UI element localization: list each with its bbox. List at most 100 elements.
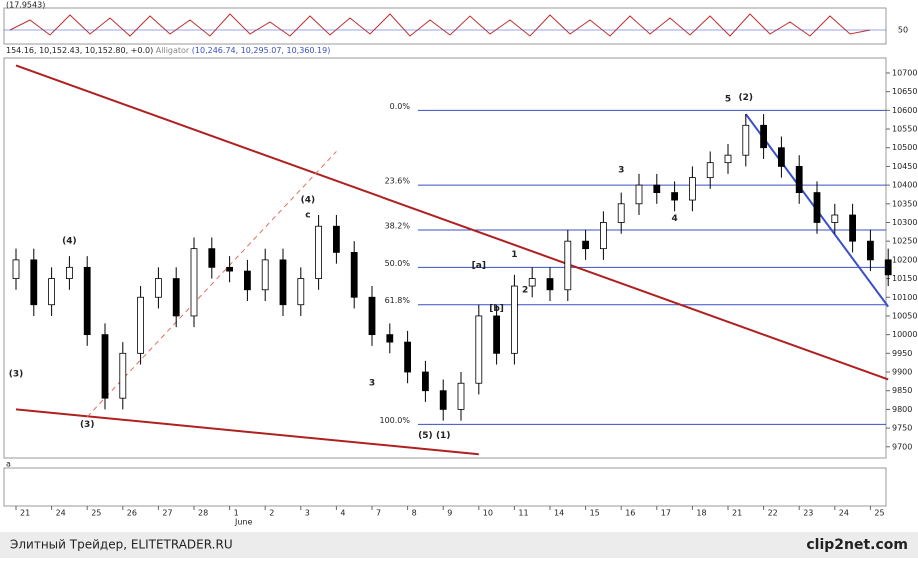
x-tick-label: 7: [376, 509, 381, 518]
wave-label: [a]: [472, 261, 486, 271]
candle-body: [332, 225, 340, 253]
candle-body: [48, 278, 55, 306]
candle-body: [760, 124, 767, 149]
y-tick-label: 10450: [892, 162, 917, 171]
wave-label: [b]: [489, 304, 504, 314]
y-tick-label: 10500: [892, 143, 917, 152]
candle-body: [671, 192, 678, 201]
osc-tick: 50: [898, 26, 908, 35]
candle-body: [421, 371, 429, 392]
x-tick-label: 15: [590, 509, 600, 518]
osc-line: [9, 13, 871, 37]
x-tick-label: 22: [768, 509, 778, 518]
x-tick-label: 18: [696, 509, 706, 518]
y-tick-label: 9850: [892, 386, 912, 395]
candle-body: [368, 296, 376, 336]
wave-label: 4: [671, 214, 677, 224]
x-tick-label: 16: [625, 509, 635, 518]
candle-body: [261, 259, 269, 291]
x-tick-label: 3: [305, 509, 310, 518]
wave-label: (1): [436, 431, 451, 441]
candle-body: [297, 278, 305, 306]
y-tick-label: 10350: [892, 199, 917, 208]
x-tick-label: 28: [198, 509, 208, 518]
x-tick-label: 25: [874, 509, 884, 518]
x-tick-label: 25: [91, 509, 101, 518]
y-tick-label: 10550: [892, 125, 917, 134]
wave-label: (4): [301, 196, 316, 206]
wave-label: (5): [418, 431, 433, 441]
wave-label: (3): [80, 420, 95, 430]
lower-panel: [3, 467, 887, 507]
candle-body: [226, 266, 234, 272]
fib-label: 100.0%: [379, 416, 410, 425]
candle-body: [813, 192, 821, 223]
candle-body: [66, 266, 73, 279]
wave-label: 1: [511, 250, 517, 260]
candle-body: [243, 270, 251, 291]
candle-body: [778, 147, 785, 167]
y-tick-label: 9800: [892, 405, 912, 414]
candle-body: [137, 296, 145, 354]
header: 154.16, 10,152.43, 10,152.80, +0.0) Alli…: [6, 46, 330, 55]
candle-body: [208, 248, 216, 268]
x-tick-label: 21: [732, 509, 742, 518]
osc-panel: [3, 7, 887, 45]
candle-body: [386, 334, 394, 343]
candle-body: [172, 278, 180, 317]
x-tick-label: 9: [447, 509, 452, 518]
x-tick-label: 23: [803, 509, 813, 518]
candle-body: [849, 214, 856, 242]
trendline: [15, 64, 889, 381]
x-tick-label: 17: [661, 509, 671, 518]
x-tick-label: 24: [56, 509, 66, 518]
y-tick-label: 10300: [892, 218, 917, 227]
x-tick-label: 10: [483, 509, 493, 518]
y-tick-label: 9700: [892, 442, 912, 451]
x-tick-label: 14: [554, 509, 564, 518]
x-tick-label: 2: [269, 509, 274, 518]
candle-body: [795, 166, 803, 193]
x-tick-label: 1: [234, 509, 239, 518]
candle-body: [190, 248, 198, 317]
candle-body: [457, 382, 465, 410]
indicator-label: Alligator: [156, 46, 190, 55]
x-tick-label: 26: [127, 509, 137, 518]
candle-body: [600, 222, 607, 250]
candle-body: [279, 259, 287, 306]
lower-label: a: [6, 460, 11, 469]
y-tick-label: 10650: [892, 87, 917, 96]
candle-body: [867, 240, 874, 261]
candle-body: [350, 251, 358, 298]
fib-label: 23.6%: [385, 177, 411, 186]
x-tick-label: 8: [412, 509, 417, 518]
footer: Элитный Трейдер, ELITETRADER.RU: [10, 538, 233, 552]
candle-body: [706, 162, 714, 179]
candle-body: [564, 240, 572, 291]
fib-label: 50.0%: [385, 259, 411, 268]
candle-body: [689, 177, 696, 201]
y-tick-label: 10050: [892, 311, 917, 320]
x-tick-label: 11: [518, 509, 528, 518]
x-tick-label: 21: [20, 509, 30, 518]
x-tick-label: 24: [839, 509, 849, 518]
candle-body: [617, 203, 625, 223]
y-tick-label: 10400: [892, 181, 917, 190]
candle-body: [30, 259, 38, 306]
wave-label: 5: [725, 95, 731, 105]
main-panel: [3, 57, 887, 459]
candle-body: [635, 184, 643, 205]
candle-body: [493, 315, 501, 354]
osc-label: (17.9543): [6, 1, 45, 10]
y-tick-label: 9750: [892, 424, 912, 433]
candle-body: [83, 266, 91, 336]
watermark: clip2net.com: [806, 537, 908, 553]
candle-body: [101, 334, 109, 399]
footer-bar: [0, 532, 918, 558]
wave-label: (2): [739, 93, 754, 103]
candle-body: [582, 240, 589, 250]
y-tick-label: 10600: [892, 106, 917, 115]
y-tick-label: 10250: [892, 237, 917, 246]
y-tick-label: 9900: [892, 368, 912, 377]
